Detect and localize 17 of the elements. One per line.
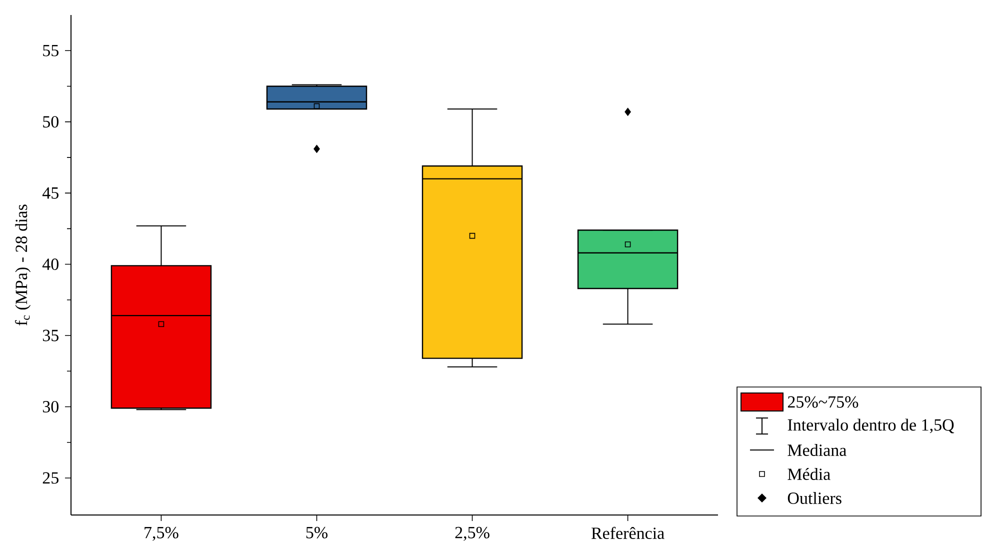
y-tick-label: 40 (42, 258, 58, 270)
y-tick-label: 55 (43, 44, 58, 56)
y-tick-label: 25 (42, 472, 58, 484)
x-tick-label: 5% (306, 526, 328, 538)
x-tick-label: 2,5% (455, 526, 490, 541)
text: Intervalo dentro de 1,5Q (788, 418, 954, 434)
text: Média (788, 468, 830, 480)
x-tick-label: Referência (591, 526, 664, 540)
text: Outliers (788, 492, 842, 504)
y-axis-title: f$_{c}$ (MPa) - 28 dias (15, 204, 31, 326)
text: 25%~75% (788, 396, 858, 408)
y-tick-label: 30 (42, 401, 58, 412)
y-tick-label: 45 (42, 187, 58, 199)
x-tick-label: 7,5% (144, 526, 178, 541)
text: Mediana (788, 444, 846, 456)
y-tick-label: 50 (43, 116, 58, 128)
y-tick-label: 35 (42, 330, 58, 342)
